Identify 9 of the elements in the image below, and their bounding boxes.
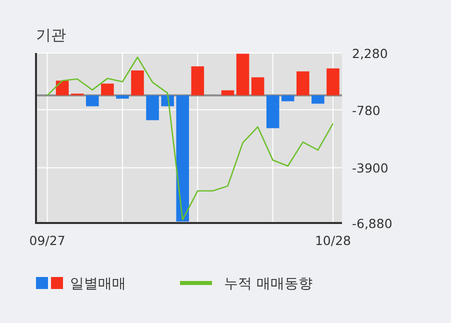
ytick: -3900	[352, 160, 388, 176]
xtick: 10/28	[314, 233, 351, 248]
legend: 누적 매매동향	[224, 276, 312, 292]
ytick: -780	[352, 102, 380, 118]
title: 기관	[36, 26, 66, 44]
legend: 일별매매	[70, 276, 126, 292]
xtick: 09/27	[29, 233, 66, 248]
ytick: -6,880	[352, 216, 392, 231]
ytick: 2,280	[352, 46, 388, 61]
